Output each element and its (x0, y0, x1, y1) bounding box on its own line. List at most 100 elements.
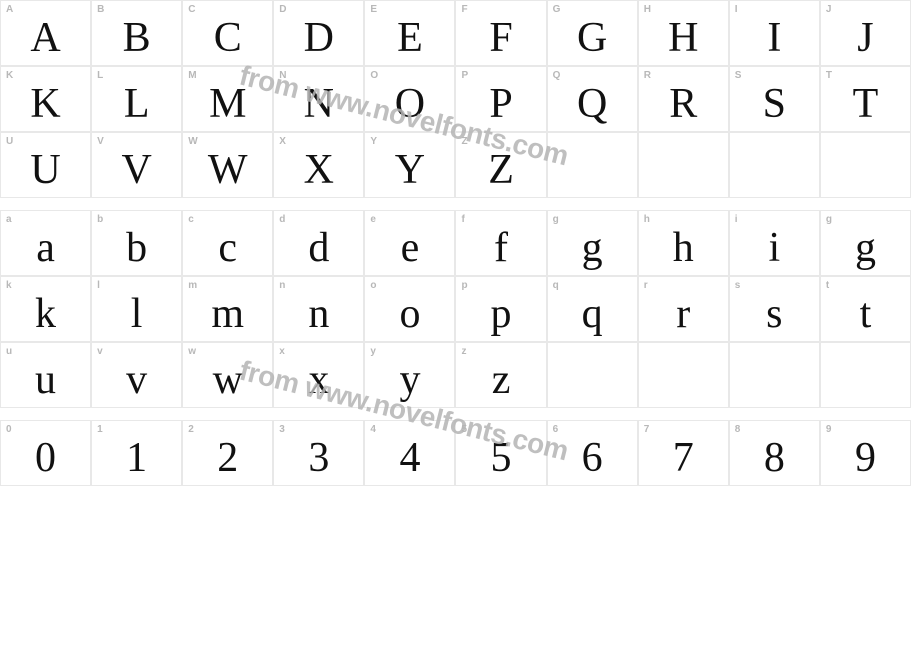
glyph-cell[interactable]: oo (364, 276, 455, 342)
cell-label: w (188, 346, 196, 357)
glyph-cell[interactable]: 22 (182, 420, 273, 486)
glyph-cell[interactable]: BB (91, 0, 182, 66)
glyph-cell[interactable]: SS (729, 66, 820, 132)
glyph-cell[interactable] (729, 132, 820, 198)
glyph-cell[interactable]: 55 (455, 420, 546, 486)
cell-glyph: V (92, 149, 181, 191)
glyph-cell[interactable]: QQ (547, 66, 638, 132)
cell-label: x (279, 346, 285, 357)
cell-glyph: e (365, 227, 454, 269)
glyph-cell[interactable]: II (729, 0, 820, 66)
glyph-cell[interactable]: ZZ (455, 132, 546, 198)
glyph-cell[interactable]: 99 (820, 420, 911, 486)
glyph-cell[interactable] (729, 342, 820, 408)
cell-label: K (6, 70, 14, 81)
glyph-cell[interactable]: 77 (638, 420, 729, 486)
glyph-cell[interactable]: EE (364, 0, 455, 66)
glyph-cell[interactable]: ii (729, 210, 820, 276)
cell-glyph: f (456, 227, 545, 269)
glyph-cell[interactable]: dd (273, 210, 364, 276)
glyph-cell[interactable]: RR (638, 66, 729, 132)
glyph-cell[interactable]: vv (91, 342, 182, 408)
glyph-cell[interactable]: GG (547, 0, 638, 66)
glyph-cell[interactable] (638, 132, 729, 198)
section-digits: 00112233445566778899 (0, 420, 911, 486)
glyph-cell[interactable]: NN (273, 66, 364, 132)
glyph-cell[interactable]: CC (182, 0, 273, 66)
glyph-cell[interactable]: 33 (273, 420, 364, 486)
cell-glyph: g (821, 227, 910, 269)
cell-label: R (644, 70, 652, 81)
glyph-cell[interactable] (638, 342, 729, 408)
cell-glyph: G (548, 17, 637, 59)
glyph-cell[interactable]: pp (455, 276, 546, 342)
glyph-cell[interactable]: tt (820, 276, 911, 342)
glyph-cell[interactable]: 11 (91, 420, 182, 486)
glyph-cell[interactable]: WW (182, 132, 273, 198)
glyph-cell[interactable]: HH (638, 0, 729, 66)
cell-glyph: b (92, 227, 181, 269)
glyph-cell[interactable]: DD (273, 0, 364, 66)
glyph-cell[interactable]: mm (182, 276, 273, 342)
glyph-cell[interactable]: OO (364, 66, 455, 132)
glyph-cell[interactable]: AA (0, 0, 91, 66)
glyph-cell[interactable]: JJ (820, 0, 911, 66)
glyph-cell[interactable]: ll (91, 276, 182, 342)
glyph-cell[interactable]: LL (91, 66, 182, 132)
glyph-cell[interactable]: ww (182, 342, 273, 408)
cell-glyph: p (456, 293, 545, 335)
glyph-cell[interactable]: MM (182, 66, 273, 132)
glyph-cell[interactable] (820, 132, 911, 198)
glyph-cell[interactable]: ee (364, 210, 455, 276)
glyph-cell[interactable]: hh (638, 210, 729, 276)
cell-label: 3 (279, 424, 285, 435)
cell-glyph: A (1, 17, 90, 59)
glyph-cell[interactable]: FF (455, 0, 546, 66)
glyph-cell[interactable]: uu (0, 342, 91, 408)
cell-label: y (370, 346, 376, 357)
glyph-cell[interactable]: 44 (364, 420, 455, 486)
glyph-cell[interactable]: cc (182, 210, 273, 276)
glyph-cell[interactable]: PP (455, 66, 546, 132)
cell-glyph: o (365, 293, 454, 335)
glyph-cell[interactable]: 66 (547, 420, 638, 486)
cell-glyph: u (1, 359, 90, 401)
cell-label: N (279, 70, 287, 81)
glyph-cell[interactable]: VV (91, 132, 182, 198)
cell-glyph: 0 (1, 437, 90, 479)
glyph-cell[interactable]: TT (820, 66, 911, 132)
glyph-cell[interactable] (547, 342, 638, 408)
glyph-cell[interactable]: qq (547, 276, 638, 342)
glyph-cell[interactable]: nn (273, 276, 364, 342)
glyph-cell[interactable]: UU (0, 132, 91, 198)
glyph-cell[interactable]: KK (0, 66, 91, 132)
glyph-cell[interactable]: ff (455, 210, 546, 276)
glyph-cell[interactable]: zz (455, 342, 546, 408)
glyph-cell[interactable]: bb (91, 210, 182, 276)
glyph-cell[interactable]: YY (364, 132, 455, 198)
cell-glyph: T (821, 83, 910, 125)
cell-label: 9 (826, 424, 832, 435)
glyph-cell[interactable]: XX (273, 132, 364, 198)
cell-label: D (279, 4, 287, 15)
glyph-cell[interactable] (820, 342, 911, 408)
glyph-cell[interactable]: 00 (0, 420, 91, 486)
glyph-cell[interactable]: gg (547, 210, 638, 276)
cell-glyph: g (548, 227, 637, 269)
cell-glyph: 3 (274, 437, 363, 479)
glyph-cell[interactable]: aa (0, 210, 91, 276)
cell-label: m (188, 280, 197, 291)
glyph-cell[interactable]: xx (273, 342, 364, 408)
glyph-cell[interactable]: gg (820, 210, 911, 276)
glyph-cell[interactable]: 88 (729, 420, 820, 486)
glyph-cell[interactable]: rr (638, 276, 729, 342)
cell-glyph: s (730, 293, 819, 335)
glyph-cell[interactable] (547, 132, 638, 198)
cell-label: s (735, 280, 741, 291)
glyph-cell[interactable]: yy (364, 342, 455, 408)
cell-glyph: r (639, 293, 728, 335)
cell-label: g (553, 214, 559, 225)
glyph-cell[interactable]: ss (729, 276, 820, 342)
glyph-cell[interactable]: kk (0, 276, 91, 342)
cell-glyph: Z (456, 149, 545, 191)
